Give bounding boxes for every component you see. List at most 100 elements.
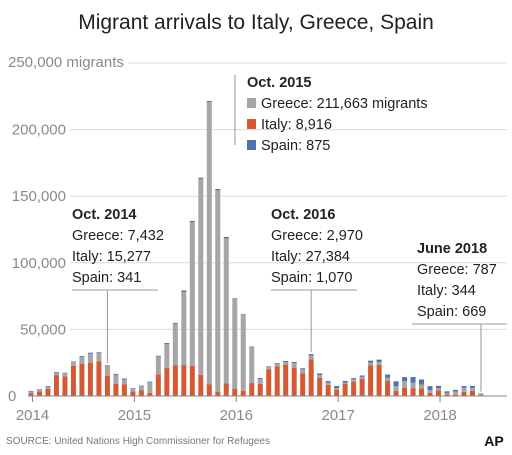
bar-italy-2014-05	[62, 376, 68, 396]
bar-greece-2015-02	[138, 386, 144, 391]
annotation-line: Spain: 669	[417, 304, 486, 320]
annotation-line: Greece: 7,432	[72, 228, 164, 244]
bar-greece-2014-06	[70, 362, 76, 366]
bar-spain-2017-04	[359, 375, 365, 377]
bar-greece-2016-01	[232, 299, 238, 389]
bar-italy-2016-09	[300, 373, 306, 396]
bar-greece-2015-07	[181, 291, 187, 366]
y-axis-ticks: 200,000 150,000 100,000 50,000 0	[8, 122, 66, 405]
bar-italy-2018-01	[436, 390, 442, 396]
bars	[28, 101, 484, 397]
bar-greece-2017-04	[359, 376, 365, 379]
bar-spain-2015-03	[147, 381, 153, 383]
bar-italy-2014-09	[96, 361, 102, 396]
bar-italy-2016-10	[308, 359, 314, 396]
bar-greece-2014-05	[62, 373, 68, 377]
bar-greece-2017-08	[393, 386, 399, 391]
legend-swatch-spain	[247, 140, 256, 150]
bar-greece-2014-01	[28, 391, 34, 394]
bar-spain-2016-01	[232, 298, 238, 300]
bar-greece-2018-06	[478, 394, 484, 396]
annotation-heading: June 2018	[417, 241, 487, 257]
bar-greece-2016-11	[317, 375, 323, 378]
bar-spain-2014-04	[53, 372, 59, 373]
bar-greece-2015-09	[198, 178, 204, 375]
bar-greece-2014-03	[45, 386, 51, 389]
bar-spain-2016-07	[283, 360, 289, 363]
bar-spain-2015-01	[130, 388, 136, 390]
y-axis-unit-label: 250,000 migrants	[8, 54, 124, 71]
annotation-heading: Oct. 2016	[271, 207, 336, 223]
bar-spain-2015-12	[223, 236, 229, 239]
bar-spain-2014-09	[96, 352, 102, 353]
bar-spain-2015-04	[155, 355, 161, 357]
bar-italy-2016-07	[283, 364, 289, 396]
bar-greece-2018-05	[469, 387, 475, 391]
bar-spain-2018-04	[461, 386, 467, 388]
y-tick-label: 200,000	[12, 122, 66, 139]
bar-italy-2018-04	[461, 391, 467, 396]
bar-spain-2015-06	[172, 322, 178, 324]
bar-italy-2014-11	[113, 383, 119, 396]
bar-italy-2018-05	[469, 390, 475, 396]
bar-spain-2016-11	[317, 373, 323, 376]
bar-greece-2015-06	[172, 323, 178, 366]
bar-spain-2017-07	[385, 374, 391, 378]
bar-greece-2014-09	[96, 352, 102, 362]
bar-greece-2017-01	[334, 388, 340, 390]
bar-greece-2016-09	[300, 369, 306, 374]
legend-swatch-italy	[247, 119, 256, 129]
bar-spain-2016-04	[257, 378, 263, 379]
bar-spain-2014-07	[79, 355, 85, 357]
bar-greece-2015-03	[147, 382, 153, 393]
annotation-heading: Oct. 2014	[72, 207, 137, 223]
bar-italy-2016-08	[291, 367, 297, 396]
bar-spain-2015-08	[189, 220, 195, 223]
bar-italy-2017-06	[376, 364, 382, 396]
bar-spain-2017-05	[368, 360, 374, 363]
bar-greece-2016-07	[283, 362, 289, 365]
bar-spain-2015-09	[198, 177, 204, 179]
bar-greece-2018-03	[453, 391, 458, 395]
bar-italy-2014-02	[36, 391, 42, 396]
bar-italy-2015-08	[189, 365, 195, 396]
bar-italy-2015-10	[206, 384, 212, 396]
bar-italy-2014-01	[28, 393, 34, 396]
x-tick-label: 2014	[16, 407, 49, 424]
y-tick-label: 150,000	[12, 188, 66, 205]
bar-italy-2016-01	[232, 388, 238, 396]
x-tick-label: 2017	[321, 407, 354, 424]
bar-greece-2015-11	[215, 190, 221, 392]
bar-greece-2016-12	[325, 382, 331, 385]
bar-greece-2017-11	[419, 384, 425, 389]
bar-italy-2017-09	[402, 387, 408, 396]
bar-spain-2014-06	[70, 361, 76, 363]
bar-spain-2016-05	[266, 366, 272, 368]
bar-greece-2018-02	[444, 392, 450, 395]
bar-greece-2017-02	[342, 382, 348, 385]
bar-greece-2015-01	[130, 389, 136, 392]
annotations: Oct. 2015 Greece: 211,663 migrants Italy: …	[72, 75, 507, 392]
source-note: SOURCE: United Nations High Commissioner…	[6, 436, 270, 447]
annotation-line: Greece: 787	[417, 262, 497, 278]
bar-greece-2015-12	[223, 238, 229, 384]
bar-italy-2016-04	[257, 383, 263, 396]
bar-greece-2014-08	[87, 353, 93, 363]
bar-italy-2016-12	[325, 384, 331, 396]
bar-italy-2016-05	[266, 369, 272, 396]
bar-italy-2014-06	[70, 365, 76, 396]
bar-italy-2015-05	[164, 367, 170, 396]
bar-spain-2018-05	[469, 385, 475, 388]
bar-spain-2015-02	[138, 385, 144, 387]
bar-greece-2017-09	[402, 381, 408, 388]
bar-spain-2017-06	[376, 359, 382, 363]
bar-italy-2015-04	[155, 374, 161, 396]
bar-greece-2015-10	[206, 102, 212, 385]
bar-spain-2018-03	[453, 389, 458, 392]
bar-italy-2017-03	[351, 381, 357, 396]
bar-spain-2015-10	[206, 101, 212, 103]
bar-spain-2014-05	[62, 372, 68, 374]
bar-greece-2016-03	[249, 347, 255, 384]
chart-title: Migrant arrivals to Italy, Greece, Spain	[78, 11, 434, 34]
bar-greece-2016-05	[266, 367, 272, 370]
